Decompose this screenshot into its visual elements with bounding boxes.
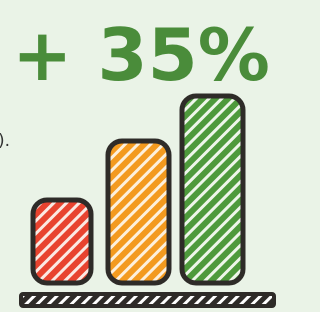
illustration: + 35% ). [0, 0, 280, 312]
red-bar [33, 200, 91, 283]
text-fragment: ). [0, 131, 10, 151]
base [21, 294, 274, 306]
green-bar [182, 96, 243, 283]
headline: + 35% [12, 13, 270, 97]
orange-bar [108, 141, 169, 283]
page: {"headline": "+ 35%", "fragment": ")."} … [0, 0, 280, 312]
